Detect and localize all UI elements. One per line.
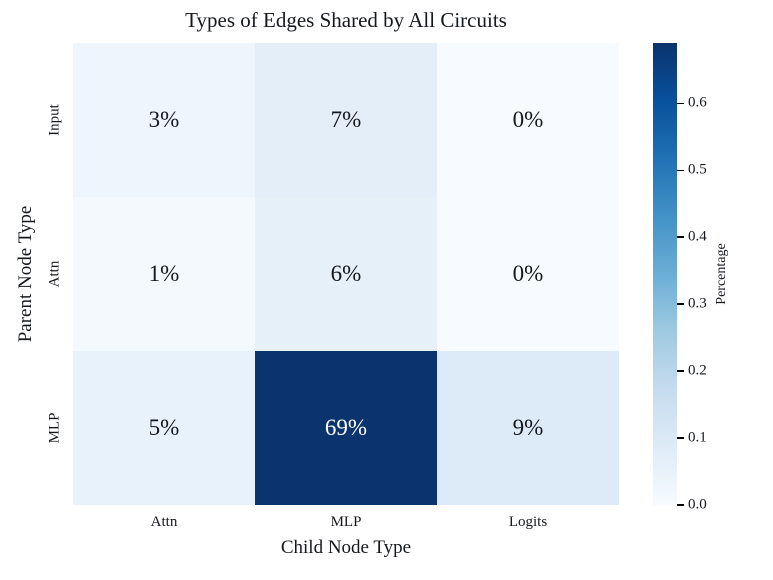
cell-value: 6% xyxy=(330,261,362,286)
y-tick-label-input: Input xyxy=(46,104,63,136)
colorbar-tick-label: 0.1 xyxy=(688,429,707,446)
heatmap: 3% 7% 0% 1% 6% 0% 5% 69% 9% xyxy=(73,43,619,505)
cell-value: 0% xyxy=(512,261,544,286)
cell-value: 0% xyxy=(512,107,544,132)
heatmap-cell-input-mlp: 7% xyxy=(255,43,437,197)
colorbar-tick-label: 0.0 xyxy=(688,496,707,513)
cell-value: 9% xyxy=(512,415,544,440)
heatmap-cell-attn-logits: 0% xyxy=(437,197,619,351)
cell-value: 5% xyxy=(148,415,180,440)
y-tick-label-mlp: MLP xyxy=(46,412,63,444)
heatmap-cell-mlp-mlp: 69% xyxy=(255,351,437,505)
y-tick-label-attn: Attn xyxy=(46,260,63,288)
cell-value: 7% xyxy=(330,107,362,132)
colorbar-tick-label: 0.2 xyxy=(688,362,707,379)
colorbar-tick-label: 0.6 xyxy=(688,94,707,111)
cell-value: 1% xyxy=(148,261,180,286)
x-tick-label-attn: Attn xyxy=(150,514,178,530)
colorbar-tick-mark xyxy=(677,370,684,372)
y-axis-label: Parent Node Type xyxy=(15,205,36,343)
heatmap-cell-attn-mlp: 6% xyxy=(255,197,437,351)
colorbar: 0.0 0.1 0.2 0.3 0.4 0.5 0.6 Percentage xyxy=(653,43,729,513)
x-tick-label-mlp: MLP xyxy=(330,514,362,530)
colorbar-tick-mark xyxy=(677,236,684,238)
heatmap-cell-attn-attn: 1% xyxy=(73,197,255,351)
colorbar-tick-mark xyxy=(677,437,684,439)
chart-title: Types of Edges Shared by All Circuits xyxy=(185,8,507,32)
heatmap-cell-input-logits: 0% xyxy=(437,43,619,197)
colorbar-tick-mark xyxy=(677,504,684,506)
cell-value: 69% xyxy=(324,415,368,440)
colorbar-tick-label: 0.5 xyxy=(688,161,707,178)
colorbar-gradient xyxy=(653,43,677,505)
colorbar-tick-label: 0.3 xyxy=(688,295,707,312)
colorbar-tick-mark xyxy=(677,102,684,104)
heatmap-cell-mlp-logits: 9% xyxy=(437,351,619,505)
colorbar-tick-mark xyxy=(677,303,684,305)
x-axis-label: Child Node Type xyxy=(280,537,412,558)
colorbar-tick-label: 0.4 xyxy=(688,228,707,245)
heatmap-cell-input-attn: 3% xyxy=(73,43,255,197)
x-tick-label-logits: Logits xyxy=(508,514,548,530)
colorbar-label: Percentage xyxy=(714,243,729,305)
colorbar-tick-mark xyxy=(677,169,684,171)
heatmap-cell-mlp-attn: 5% xyxy=(73,351,255,505)
cell-value: 3% xyxy=(148,107,180,132)
